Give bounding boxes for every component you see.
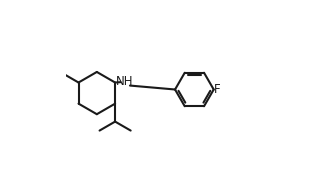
Text: NH: NH [116, 76, 134, 88]
Text: F: F [214, 83, 221, 96]
